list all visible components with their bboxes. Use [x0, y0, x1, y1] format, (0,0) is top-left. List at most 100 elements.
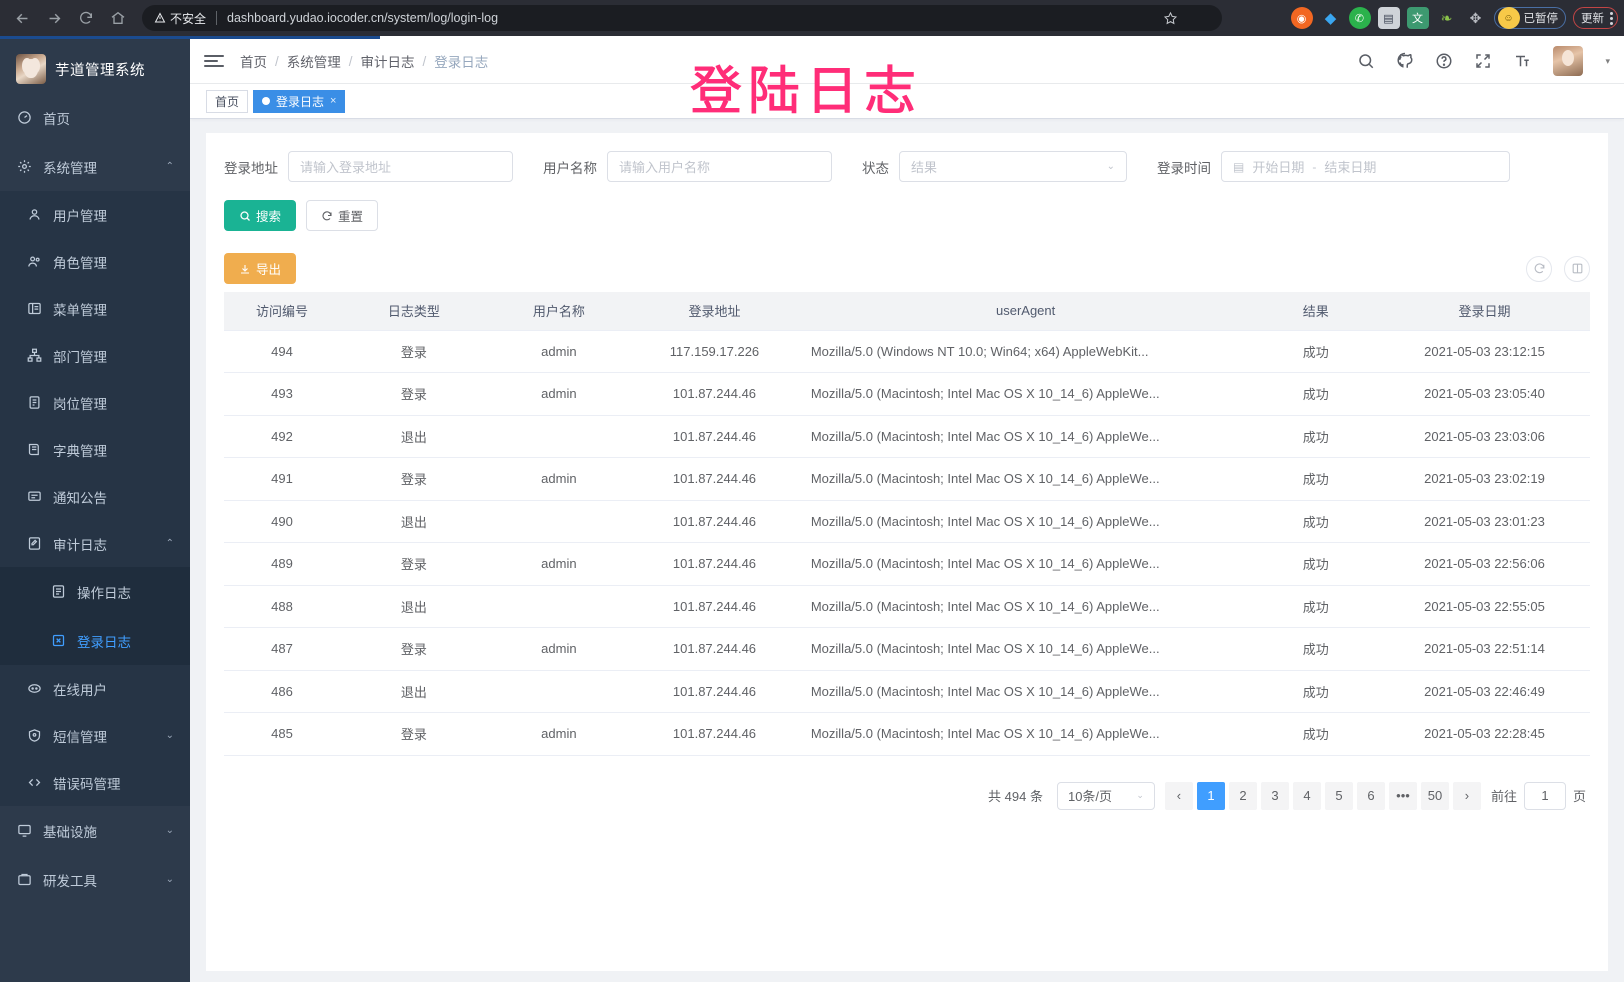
pagination: 共 494 条 10条/页 ⌄ ‹ 1 2 3 4 5 6 ••• 5 — [224, 756, 1590, 810]
sidebar-item-departments[interactable]: 部门管理 — [0, 332, 190, 379]
sidebar-item-online-users[interactable]: 在线用户 — [0, 665, 190, 712]
cell-access-id: 490 — [224, 500, 341, 543]
hamburger-icon[interactable] — [204, 55, 224, 67]
kebab-menu-icon[interactable] — [1610, 11, 1613, 25]
update-button[interactable]: 更新 — [1573, 7, 1618, 29]
paused-badge[interactable]: ☺ 已暂停 — [1493, 7, 1566, 29]
chevron-up-icon: ⌃ — [165, 161, 174, 172]
table-row[interactable]: 492 退出 101.87.244.46 Mozilla/5.0 (Macintosh… — [224, 415, 1590, 458]
sidebar-item-users[interactable]: 用户管理 — [0, 191, 190, 238]
prev-page-button[interactable]: ‹ — [1164, 781, 1193, 810]
breadcrumb-item-audit[interactable]: 审计日志 — [360, 55, 415, 70]
jump-page-input[interactable]: 1 — [1523, 781, 1566, 810]
search-icon[interactable] — [1356, 52, 1375, 71]
next-page-button[interactable]: › — [1452, 781, 1481, 810]
notes-extension-icon[interactable]: ▤ — [1377, 7, 1400, 29]
field-login-time: 登录时间 ▤ 开始日期 - 结束日期 — [1157, 151, 1510, 182]
brand-logo-icon — [16, 54, 46, 84]
page-button-5[interactable]: 5 — [1324, 781, 1353, 810]
start-date-input[interactable]: 开始日期 — [1252, 160, 1305, 175]
table-row[interactable]: 493 登录 admin 101.87.244.46 Mozilla/5.0 (Maci… — [224, 372, 1590, 416]
reload-icon[interactable] — [72, 4, 100, 32]
page-ellipsis[interactable]: ••• — [1388, 781, 1417, 810]
page-size-select[interactable]: 10条/页 ⌄ — [1056, 781, 1155, 810]
page-button-2[interactable]: 2 — [1228, 781, 1257, 810]
github-icon[interactable] — [1395, 52, 1414, 71]
page-button-1[interactable]: 1 — [1196, 781, 1225, 810]
export-button[interactable]: 导出 — [224, 253, 297, 284]
sidebar-item-notice[interactable]: 通知公告 — [0, 473, 190, 520]
diamond-extension-icon[interactable]: ◆ — [1324, 10, 1337, 27]
not-secure-indicator[interactable]: 不安全 — [154, 10, 206, 27]
status-select[interactable]: 结果 ⌄ — [899, 151, 1127, 182]
sidebar-item-dictionary[interactable]: 字典管理 — [0, 426, 190, 473]
paused-label: 已暂停 — [1523, 13, 1559, 25]
sidebar-item-posts[interactable]: 岗位管理 — [0, 379, 190, 426]
sidebar-item-infrastructure[interactable]: 基础设施 ⌄ — [0, 806, 190, 855]
sidebar-item-sms[interactable]: 短信管理 ⌄ — [0, 712, 190, 759]
username-input[interactable]: 请输入用户名称 — [607, 151, 832, 182]
star-icon[interactable] — [1157, 5, 1183, 31]
close-icon[interactable]: × — [330, 95, 337, 107]
sidebar-item-roles[interactable]: 角色管理 — [0, 238, 190, 285]
back-arrow-icon[interactable] — [8, 4, 36, 32]
wechat-extension-icon[interactable]: ✆ — [1348, 7, 1371, 29]
page-button-6[interactable]: 6 — [1356, 781, 1385, 810]
table-row[interactable]: 485 登录 admin 101.87.244.46 Mozilla/5.0 (Maci… — [224, 712, 1590, 756]
sidebar-item-dev-tools[interactable]: 研发工具 ⌄ — [0, 855, 190, 904]
avatar[interactable] — [1553, 46, 1584, 76]
cell-username: admin — [487, 627, 631, 671]
page-buttons: ‹ 1 2 3 4 5 6 ••• 50 › — [1164, 781, 1481, 810]
home-icon[interactable] — [104, 4, 132, 32]
tab-home[interactable]: 首页 — [206, 89, 249, 113]
page-button-3[interactable]: 3 — [1260, 781, 1289, 810]
sidebar-item-home[interactable]: 首页 — [0, 93, 190, 142]
page-button-50[interactable]: 50 — [1420, 781, 1449, 810]
th-login-ip: 登录地址 — [630, 292, 799, 331]
help-icon[interactable] — [1434, 52, 1453, 71]
sidebar-item-operation-log[interactable]: 操作日志 — [0, 567, 190, 616]
address-bar[interactable]: 不安全 dashboard.yudao.iocoder.cn/system/lo… — [142, 5, 1222, 31]
font-size-icon[interactable] — [1512, 52, 1531, 71]
table-row[interactable]: 490 退出 101.87.244.46 Mozilla/5.0 (Macintosh… — [224, 500, 1590, 543]
chevron-down-icon[interactable]: ▾ — [1605, 55, 1610, 66]
breadcrumb-separator: / — [348, 53, 353, 69]
table-row[interactable]: 491 登录 admin 101.87.244.46 Mozilla/5.0 (Maci… — [224, 457, 1590, 501]
fullscreen-icon[interactable] — [1473, 52, 1492, 71]
columns-settings-icon[interactable] — [1564, 255, 1590, 282]
cell-login-ip: 101.87.244.46 — [630, 457, 799, 501]
end-date-input[interactable]: 结束日期 — [1324, 160, 1377, 175]
sidebar-item-label: 首页 — [43, 111, 70, 127]
brand[interactable]: 芋道管理系统 — [0, 45, 190, 93]
table-row[interactable]: 487 登录 admin 101.87.244.46 Mozilla/5.0 (Maci… — [224, 627, 1590, 671]
forward-arrow-icon[interactable] — [40, 4, 68, 32]
translate-extension-icon[interactable]: 文 — [1406, 7, 1429, 29]
sidebar-item-login-log[interactable]: 登录日志 — [0, 616, 190, 665]
table-row[interactable]: 489 登录 admin 101.87.244.46 Mozilla/5.0 (Maci… — [224, 542, 1590, 586]
leaf-extension-icon[interactable]: ❧ — [1440, 9, 1453, 26]
cell-user-agent: Mozilla/5.0 (Macintosh; Intel Mac OS X 1… — [798, 415, 1253, 458]
login-address-input[interactable]: 请输入登录地址 — [288, 151, 513, 182]
sidebar-item-system[interactable]: 系统管理 ⌃ — [0, 142, 190, 191]
reset-button[interactable]: 重置 — [306, 200, 379, 231]
refresh-circle-icon[interactable] — [1526, 255, 1552, 282]
sidebar-item-menus[interactable]: 菜单管理 — [0, 285, 190, 332]
search-button[interactable]: 搜索 — [224, 200, 297, 231]
puzzle-extension-icon[interactable]: ✥ — [1469, 9, 1482, 26]
tab-login-log[interactable]: 登录日志 × — [253, 89, 346, 113]
cell-result: 成功 — [1252, 330, 1379, 373]
orbit-extension-icon[interactable]: ◉ — [1290, 7, 1313, 29]
sidebar-item-audit-log[interactable]: 审计日志 ⌃ — [0, 520, 190, 567]
breadcrumb-item-home[interactable]: 首页 — [240, 55, 267, 70]
breadcrumb-item-system[interactable]: 系统管理 — [286, 55, 341, 70]
table-row[interactable]: 486 退出 101.87.244.46 Mozilla/5.0 (Macintosh… — [224, 670, 1590, 713]
search-actions: 搜索 重置 — [224, 200, 1590, 231]
update-label: 更新 — [1581, 13, 1604, 25]
table-row[interactable]: 488 退出 101.87.244.46 Mozilla/5.0 (Macintosh… — [224, 585, 1590, 628]
field-label: 登录地址 — [224, 160, 278, 176]
sidebar-item-error-code[interactable]: 错误码管理 — [0, 759, 190, 806]
sidebar-item-label: 部门管理 — [53, 349, 107, 365]
page-button-4[interactable]: 4 — [1292, 781, 1321, 810]
table-row[interactable]: 494 登录 admin 117.159.17.226 Mozilla/5.0 (Win… — [224, 330, 1590, 373]
login-time-daterange[interactable]: ▤ 开始日期 - 结束日期 — [1221, 151, 1510, 182]
